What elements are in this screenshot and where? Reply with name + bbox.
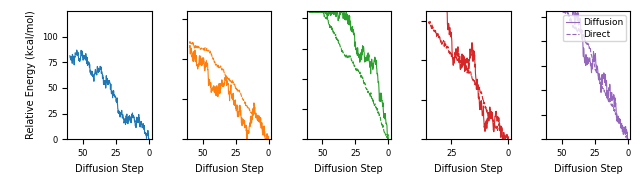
Direct xyxy=(571,27,579,29)
Diffusion xyxy=(595,78,602,80)
Direct xyxy=(602,92,610,94)
Direct xyxy=(554,10,562,12)
Diffusion xyxy=(602,80,610,82)
Direct xyxy=(576,29,584,31)
Direct xyxy=(595,75,602,77)
Line: Diffusion: Diffusion xyxy=(548,11,628,139)
X-axis label: Diffusion Step: Diffusion Step xyxy=(314,164,383,174)
Legend: Diffusion, Direct: Diffusion, Direct xyxy=(563,15,626,41)
Diffusion xyxy=(576,17,584,20)
Diffusion xyxy=(602,84,610,86)
Line: Direct: Direct xyxy=(548,11,628,140)
Diffusion xyxy=(554,10,562,12)
Direct xyxy=(623,139,631,142)
Diffusion xyxy=(571,19,579,21)
X-axis label: Diffusion Step: Diffusion Step xyxy=(554,164,623,174)
Direct xyxy=(545,10,552,12)
Direct xyxy=(624,137,632,140)
Diffusion xyxy=(624,138,632,140)
X-axis label: Diffusion Step: Diffusion Step xyxy=(434,164,503,174)
X-axis label: Diffusion Step: Diffusion Step xyxy=(195,164,264,174)
Diffusion xyxy=(545,10,552,12)
Direct xyxy=(602,93,610,96)
Diffusion xyxy=(624,138,632,140)
Y-axis label: Relative Energy (kcal/mol): Relative Energy (kcal/mol) xyxy=(26,11,36,140)
X-axis label: Diffusion Step: Diffusion Step xyxy=(75,164,144,174)
